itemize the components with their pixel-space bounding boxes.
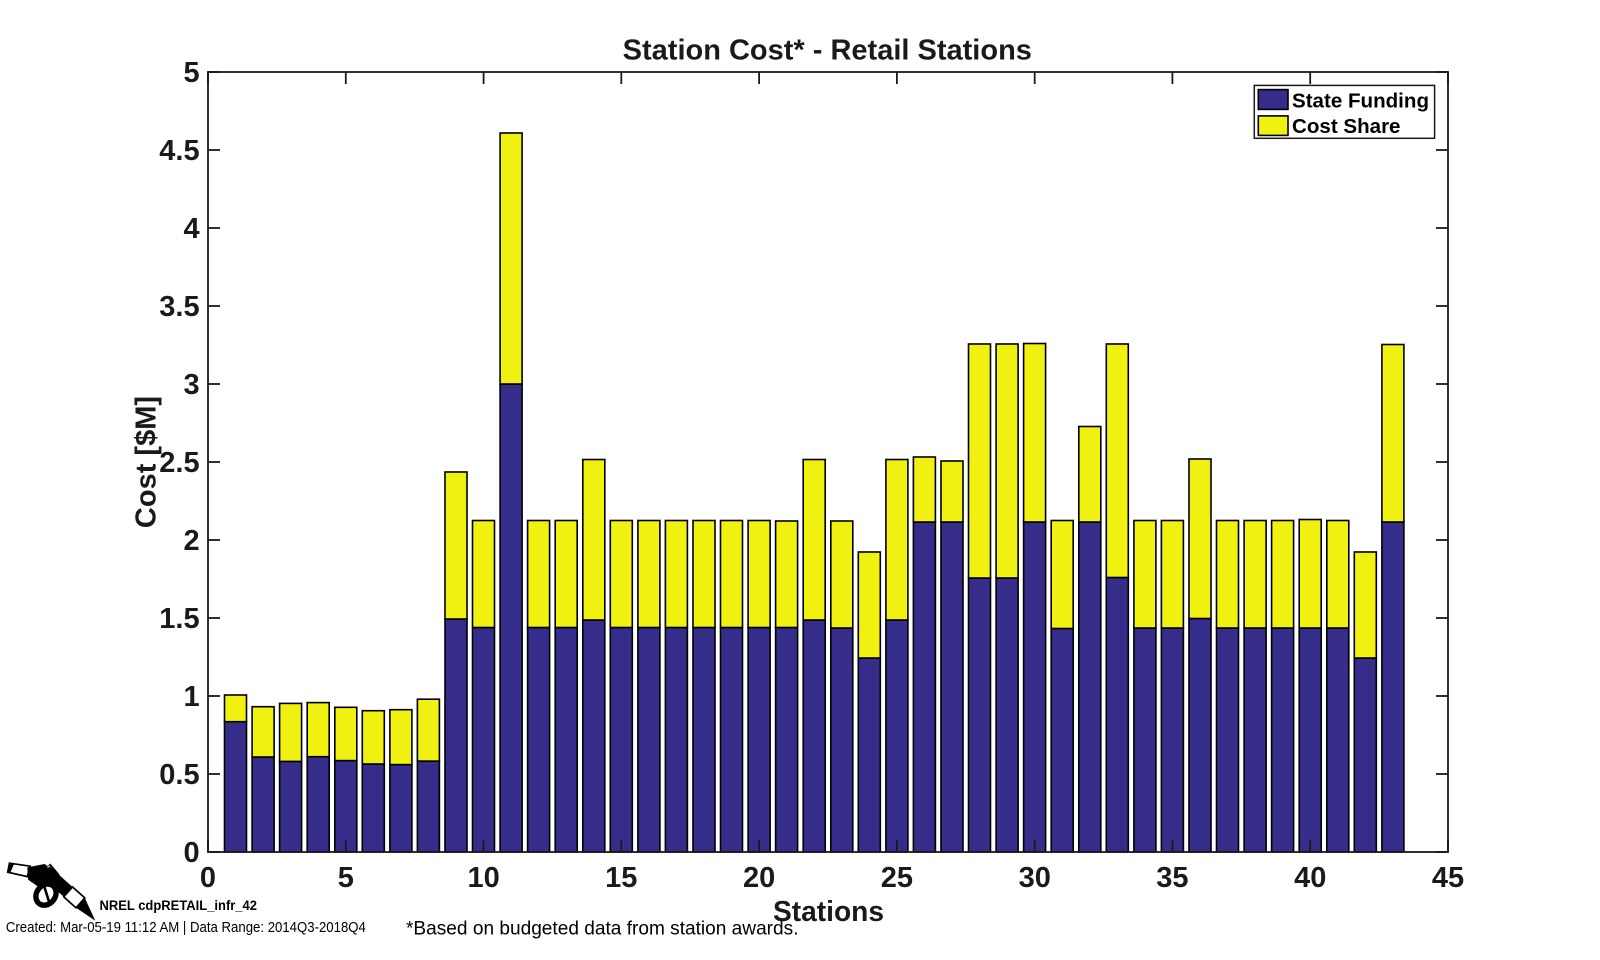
svg-text:30: 30 [1019, 862, 1051, 894]
svg-text:3: 3 [183, 369, 199, 401]
svg-text:5: 5 [338, 862, 354, 894]
svg-text:3.5: 3.5 [159, 291, 199, 323]
svg-text:10: 10 [467, 862, 499, 894]
svg-text:4.5: 4.5 [159, 135, 199, 167]
svg-text:Created: Mar-05-19 11:12 AM |: Created: Mar-05-19 11:12 AM | Data Range… [6, 919, 366, 936]
svg-text:2: 2 [183, 525, 199, 557]
svg-text:45: 45 [1432, 862, 1464, 894]
svg-text:*Based on budgeted data from s: *Based on budgeted data from station awa… [406, 919, 799, 940]
svg-text:State Funding: State Funding [1292, 90, 1429, 113]
svg-text:20: 20 [743, 862, 775, 894]
svg-text:Cost Share: Cost Share [1292, 115, 1401, 138]
svg-text:5: 5 [183, 57, 199, 89]
svg-text:0: 0 [200, 862, 216, 894]
svg-text:Station Cost* - Retail Station: Station Cost* - Retail Stations [623, 35, 1032, 67]
svg-text:25: 25 [881, 862, 913, 894]
svg-text:Cost [$M]: Cost [$M] [131, 396, 163, 528]
svg-text:4: 4 [183, 213, 199, 245]
svg-text:40: 40 [1294, 862, 1326, 894]
svg-text:Stations: Stations [773, 896, 884, 928]
svg-text:0.5: 0.5 [159, 759, 199, 791]
svg-text:NREL cdpRETAIL_infr_42: NREL cdpRETAIL_infr_42 [100, 898, 258, 913]
svg-text:35: 35 [1156, 862, 1188, 894]
svg-text:0: 0 [183, 837, 199, 869]
svg-text:1.5: 1.5 [159, 603, 199, 635]
svg-text:15: 15 [605, 862, 637, 894]
svg-text:1: 1 [183, 681, 199, 713]
svg-text:2.5: 2.5 [159, 447, 199, 479]
